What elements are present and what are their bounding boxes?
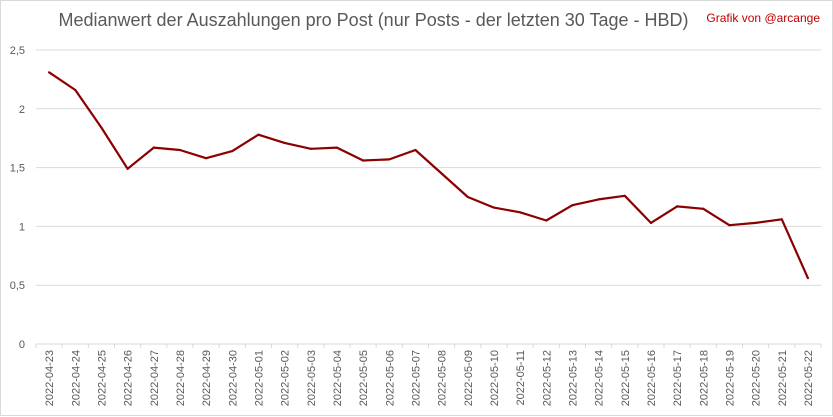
chart-title: Medianwert der Auszahlungen pro Post (nu… — [58, 10, 689, 30]
x-tick-label: 2022-05-12 — [541, 350, 553, 406]
data-point — [806, 277, 810, 280]
data-point — [361, 159, 365, 162]
x-tick-label: 2022-05-08 — [437, 350, 449, 406]
data-point — [231, 150, 234, 153]
data-point — [283, 141, 286, 145]
y-tick-label: 0,5 — [10, 280, 25, 292]
x-tick-label: 2022-04-28 — [175, 350, 187, 406]
x-tick-label: 2022-05-02 — [280, 350, 292, 406]
data-point — [47, 71, 51, 74]
data-point — [309, 147, 312, 150]
data-point — [754, 221, 757, 224]
x-tick-label: 2022-05-16 — [646, 350, 658, 406]
data-point — [152, 146, 155, 149]
data-point — [414, 148, 417, 152]
x-tick-label: 2022-05-14 — [594, 350, 606, 406]
data-point — [545, 219, 548, 222]
x-tick-label: 2022-05-01 — [253, 350, 265, 406]
data-point — [335, 146, 339, 149]
data-point — [623, 194, 626, 197]
x-tick-label: 2022-05-19 — [724, 350, 736, 406]
y-tick-label: 1 — [19, 221, 25, 233]
y-tick-label: 0 — [19, 339, 25, 351]
data-point — [702, 207, 705, 210]
x-tick-label: 2022-05-03 — [306, 350, 318, 406]
data-point — [649, 221, 653, 224]
x-tick-label: 2022-04-25 — [96, 350, 108, 406]
data-point — [597, 198, 600, 201]
x-tick-label: 2022-05-11 — [515, 350, 527, 405]
data-point — [780, 218, 783, 221]
data-point — [728, 224, 731, 227]
x-tick-label: 2022-05-17 — [672, 350, 684, 406]
data-point — [74, 88, 77, 92]
x-tick-label: 2022-04-24 — [70, 350, 82, 406]
data-point — [571, 204, 574, 207]
data-point — [204, 157, 208, 160]
x-tick-label: 2022-04-29 — [201, 350, 213, 406]
data-point — [178, 148, 182, 152]
y-tick-label: 2 — [19, 104, 25, 116]
x-tick-label: 2022-05-18 — [698, 350, 710, 406]
x-tick-label: 2022-05-09 — [463, 350, 475, 406]
data-point — [126, 167, 129, 170]
x-tick-label: 2022-05-22 — [803, 350, 815, 406]
x-tick-label: 2022-04-27 — [149, 350, 161, 406]
x-tick-label: 2022-05-07 — [410, 350, 422, 406]
x-tick-label: 2022-05-21 — [777, 350, 789, 406]
x-tick-label: 2022-05-10 — [489, 350, 501, 406]
data-point — [440, 172, 443, 175]
x-tick-label: 2022-05-20 — [751, 350, 763, 406]
data-point — [388, 158, 391, 161]
data-point — [675, 205, 679, 208]
x-tick-label: 2022-05-04 — [332, 350, 344, 406]
data-point — [518, 211, 522, 214]
x-tick-label: 2022-05-06 — [384, 350, 396, 406]
series-line — [48, 71, 809, 279]
y-tick-label: 2,5 — [10, 45, 25, 57]
data-point — [466, 195, 469, 199]
data-point — [100, 126, 103, 129]
x-tick-label: 2022-05-05 — [358, 350, 370, 406]
x-tick-label: 2022-05-15 — [620, 350, 632, 406]
x-tick-label: 2022-04-23 — [44, 350, 56, 406]
y-tick-label: 1,5 — [10, 163, 25, 175]
x-tick-label: 2022-04-26 — [123, 350, 135, 406]
x-tick-label: 2022-05-13 — [567, 350, 579, 406]
data-point — [492, 206, 496, 209]
data-point — [257, 133, 260, 136]
x-tick-label: 2022-04-30 — [227, 350, 239, 406]
credit-label: Grafik von @arcange — [706, 11, 820, 25]
